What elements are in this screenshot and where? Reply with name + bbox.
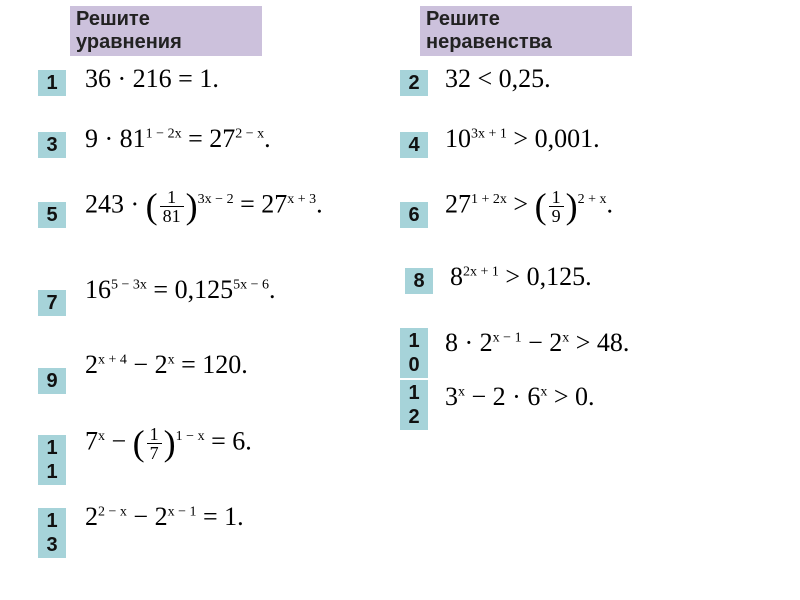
e9-base1: 2 bbox=[85, 350, 98, 379]
badge-12-line1: 1 bbox=[400, 380, 428, 406]
e10-rhs: > 48. bbox=[569, 328, 629, 357]
e5-exp2: x + 3 bbox=[287, 192, 316, 207]
e5-frac-d: 81 bbox=[160, 207, 184, 225]
e5-end: . bbox=[316, 189, 323, 218]
e9-exp1: x + 4 bbox=[98, 352, 127, 367]
badge-9: 9 bbox=[38, 368, 66, 394]
equation-3: 9 · 811 − 2x = 272 − x. bbox=[85, 124, 271, 154]
badge-2: 2 bbox=[400, 70, 428, 96]
badge-8: 8 bbox=[405, 268, 433, 294]
e11-frac-d: 7 bbox=[147, 444, 162, 462]
badge-13-line1: 1 bbox=[38, 508, 66, 534]
e6-frac-n: 1 bbox=[549, 188, 564, 207]
equation-4: 103x + 1 > 0,001. bbox=[445, 124, 600, 154]
e13-rhs: = 1. bbox=[196, 502, 243, 531]
equation-1: 36 · 216 = 1. bbox=[85, 64, 219, 94]
e11-rhs: = 6. bbox=[205, 426, 252, 455]
equation-2: 32 < 0,25. bbox=[445, 64, 551, 94]
paren-close: ) bbox=[186, 190, 198, 222]
badge-10-line2: 0 bbox=[400, 352, 428, 378]
e3-end: . bbox=[264, 124, 271, 153]
badge-4: 4 bbox=[400, 132, 428, 158]
badge-11-line2: 1 bbox=[38, 459, 66, 485]
e12-rhs: > 0. bbox=[547, 382, 594, 411]
e11-exp1: x bbox=[98, 429, 105, 444]
e7-exp1: 5 − 3x bbox=[111, 277, 147, 292]
badge-6: 6 bbox=[400, 202, 428, 228]
e13-exp2: x − 1 bbox=[168, 504, 197, 519]
e5-exp1: 3x − 2 bbox=[198, 192, 234, 207]
e5-frac-n: 1 bbox=[160, 188, 184, 207]
e11-frac: 17 bbox=[147, 425, 162, 462]
e11-frac-n: 1 bbox=[147, 425, 162, 444]
paren-open-6: ( bbox=[535, 190, 547, 222]
e3-exp1: 1 − 2x bbox=[146, 126, 182, 141]
badge-1: 1 bbox=[38, 70, 66, 96]
badge-10-line1: 1 bbox=[400, 328, 428, 354]
e13-exp1: 2 − x bbox=[98, 504, 127, 519]
e6-frac: 19 bbox=[549, 188, 564, 225]
e11-base1: 7 bbox=[85, 426, 98, 455]
e6-frac-d: 9 bbox=[549, 207, 564, 225]
equation-8: 82x + 1 > 0,125. bbox=[450, 262, 592, 292]
header-right: Решите неравенства bbox=[420, 6, 632, 56]
badge-5: 5 bbox=[38, 202, 66, 228]
e6-exp1: 1 + 2x bbox=[471, 192, 507, 207]
equation-6: 271 + 2x > (19)2 + x. bbox=[445, 188, 613, 225]
paren-close-6: ) bbox=[566, 190, 578, 222]
e13-base1: 2 bbox=[85, 502, 98, 531]
e3-exp2: 2 − x bbox=[235, 126, 264, 141]
badge-3: 3 bbox=[38, 132, 66, 158]
e5-mid: = 27 bbox=[234, 189, 288, 218]
badge-7: 7 bbox=[38, 290, 66, 316]
e6-cmp: > bbox=[507, 189, 535, 218]
e3-mid: = 27 bbox=[182, 124, 236, 153]
equation-5: 243 · (181)3x − 2 = 27x + 3. bbox=[85, 188, 323, 225]
e10-mid: − 2 bbox=[522, 328, 563, 357]
header-left: Решите уравнения bbox=[70, 6, 262, 56]
equation-10: 8 · 2x − 1 − 2x > 48. bbox=[445, 328, 629, 358]
e12-exp1: x bbox=[458, 384, 465, 399]
e6-exp2: 2 + x bbox=[578, 192, 607, 207]
badge-13-line2: 3 bbox=[38, 532, 66, 558]
e9-rhs: = 120. bbox=[175, 350, 248, 379]
e7-end: . bbox=[269, 275, 276, 304]
e8-exp: 2x + 1 bbox=[463, 264, 499, 279]
e7-mid: = 0,125 bbox=[147, 275, 233, 304]
e11-exp2: 1 − x bbox=[176, 429, 205, 444]
equation-13: 22 − x − 2x − 1 = 1. bbox=[85, 502, 244, 532]
e7-base1: 16 bbox=[85, 275, 111, 304]
e5-frac: 181 bbox=[160, 188, 184, 225]
equation-9: 2x + 4 − 2x = 120. bbox=[85, 350, 248, 380]
e4-base: 10 bbox=[445, 124, 471, 153]
paren-open: ( bbox=[146, 190, 158, 222]
e9-exp2: x bbox=[168, 352, 175, 367]
e3-base1: 9 · 81 bbox=[85, 124, 146, 153]
e12-mid: − 2 · 6 bbox=[465, 382, 540, 411]
e10-lead: 8 · 2 bbox=[445, 328, 493, 357]
badge-11-line1: 1 bbox=[38, 435, 66, 461]
e9-mid: − 2 bbox=[127, 350, 168, 379]
paren-close-11: ) bbox=[164, 427, 176, 459]
e12-base1: 3 bbox=[445, 382, 458, 411]
equation-11: 7x − (17)1 − x = 6. bbox=[85, 425, 252, 462]
equation-12: 3x − 2 · 6x > 0. bbox=[445, 382, 595, 412]
e8-rhs: > 0,125. bbox=[499, 262, 592, 291]
e10-exp1: x − 1 bbox=[493, 330, 522, 345]
e4-rhs: > 0,001. bbox=[507, 124, 600, 153]
e11-mid: − bbox=[105, 426, 133, 455]
e4-exp: 3x + 1 bbox=[471, 126, 507, 141]
badge-12-line2: 2 bbox=[400, 404, 428, 430]
e6-base: 27 bbox=[445, 189, 471, 218]
paren-open-11: ( bbox=[133, 427, 145, 459]
e7-exp2: 5x − 6 bbox=[233, 277, 269, 292]
e13-mid: − 2 bbox=[127, 502, 168, 531]
equation-7: 165 − 3x = 0,1255x − 6. bbox=[85, 275, 275, 305]
e6-end: . bbox=[606, 189, 613, 218]
e5-lead: 243 · bbox=[85, 189, 146, 218]
e8-base: 8 bbox=[450, 262, 463, 291]
